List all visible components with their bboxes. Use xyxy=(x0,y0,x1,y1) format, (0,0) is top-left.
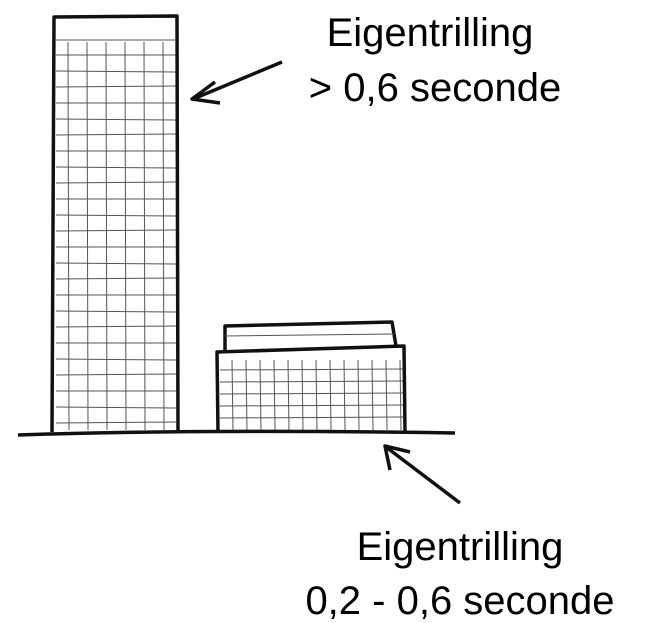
grid-stroke xyxy=(55,166,177,169)
arrow xyxy=(190,60,283,105)
roof-line xyxy=(224,333,395,337)
grid-stroke xyxy=(55,118,177,121)
grid-stroke xyxy=(301,359,304,431)
grid-stroke xyxy=(86,41,89,431)
grid-stroke xyxy=(219,416,404,419)
grid-stroke xyxy=(55,406,177,409)
grid-stroke xyxy=(162,41,165,431)
grid-stroke xyxy=(55,85,177,88)
grid-stroke xyxy=(55,310,177,313)
arrow xyxy=(383,444,462,505)
grid-stroke xyxy=(219,392,404,395)
grid-stroke xyxy=(55,358,177,361)
grid-stroke xyxy=(385,359,388,431)
grid-stroke xyxy=(105,41,108,431)
grid-stroke xyxy=(67,41,70,431)
grid-stroke xyxy=(55,325,177,328)
grid-stroke xyxy=(55,421,177,424)
grid-stroke xyxy=(219,404,404,407)
grid-stroke xyxy=(231,359,234,431)
annotation-title: Eigentrilling xyxy=(357,525,564,569)
grid-stroke xyxy=(55,133,177,136)
grid-stroke xyxy=(55,229,177,232)
grid-stroke xyxy=(357,359,360,431)
grid-stroke xyxy=(55,277,177,280)
ground-line xyxy=(17,429,456,437)
grid-stroke xyxy=(55,181,177,184)
annotation-detail: 0,2 - 0,6 seconde xyxy=(305,579,614,623)
grid-stroke xyxy=(219,380,404,383)
grid-stroke xyxy=(55,70,177,73)
grid-stroke xyxy=(287,359,290,431)
grid-stroke xyxy=(124,41,127,431)
grid-stroke xyxy=(329,359,332,431)
grid-stroke xyxy=(55,262,177,265)
grid-stroke xyxy=(55,373,177,376)
grid-stroke xyxy=(343,359,346,431)
grid-stroke xyxy=(55,214,177,217)
low-building xyxy=(215,344,407,433)
grid-stroke xyxy=(219,368,404,371)
annotation-detail: > 0,6 seconde xyxy=(309,66,561,110)
grid-stroke xyxy=(259,359,262,431)
grid-stroke xyxy=(399,359,402,431)
window-grid xyxy=(55,41,404,431)
grid-stroke xyxy=(143,41,146,431)
grid-stroke xyxy=(315,359,318,431)
grid-stroke xyxy=(273,359,276,431)
grid-stroke xyxy=(371,359,374,431)
annotation-title: Eigentrilling xyxy=(327,11,534,55)
grid-stroke xyxy=(245,359,248,431)
tall-building xyxy=(50,14,180,433)
